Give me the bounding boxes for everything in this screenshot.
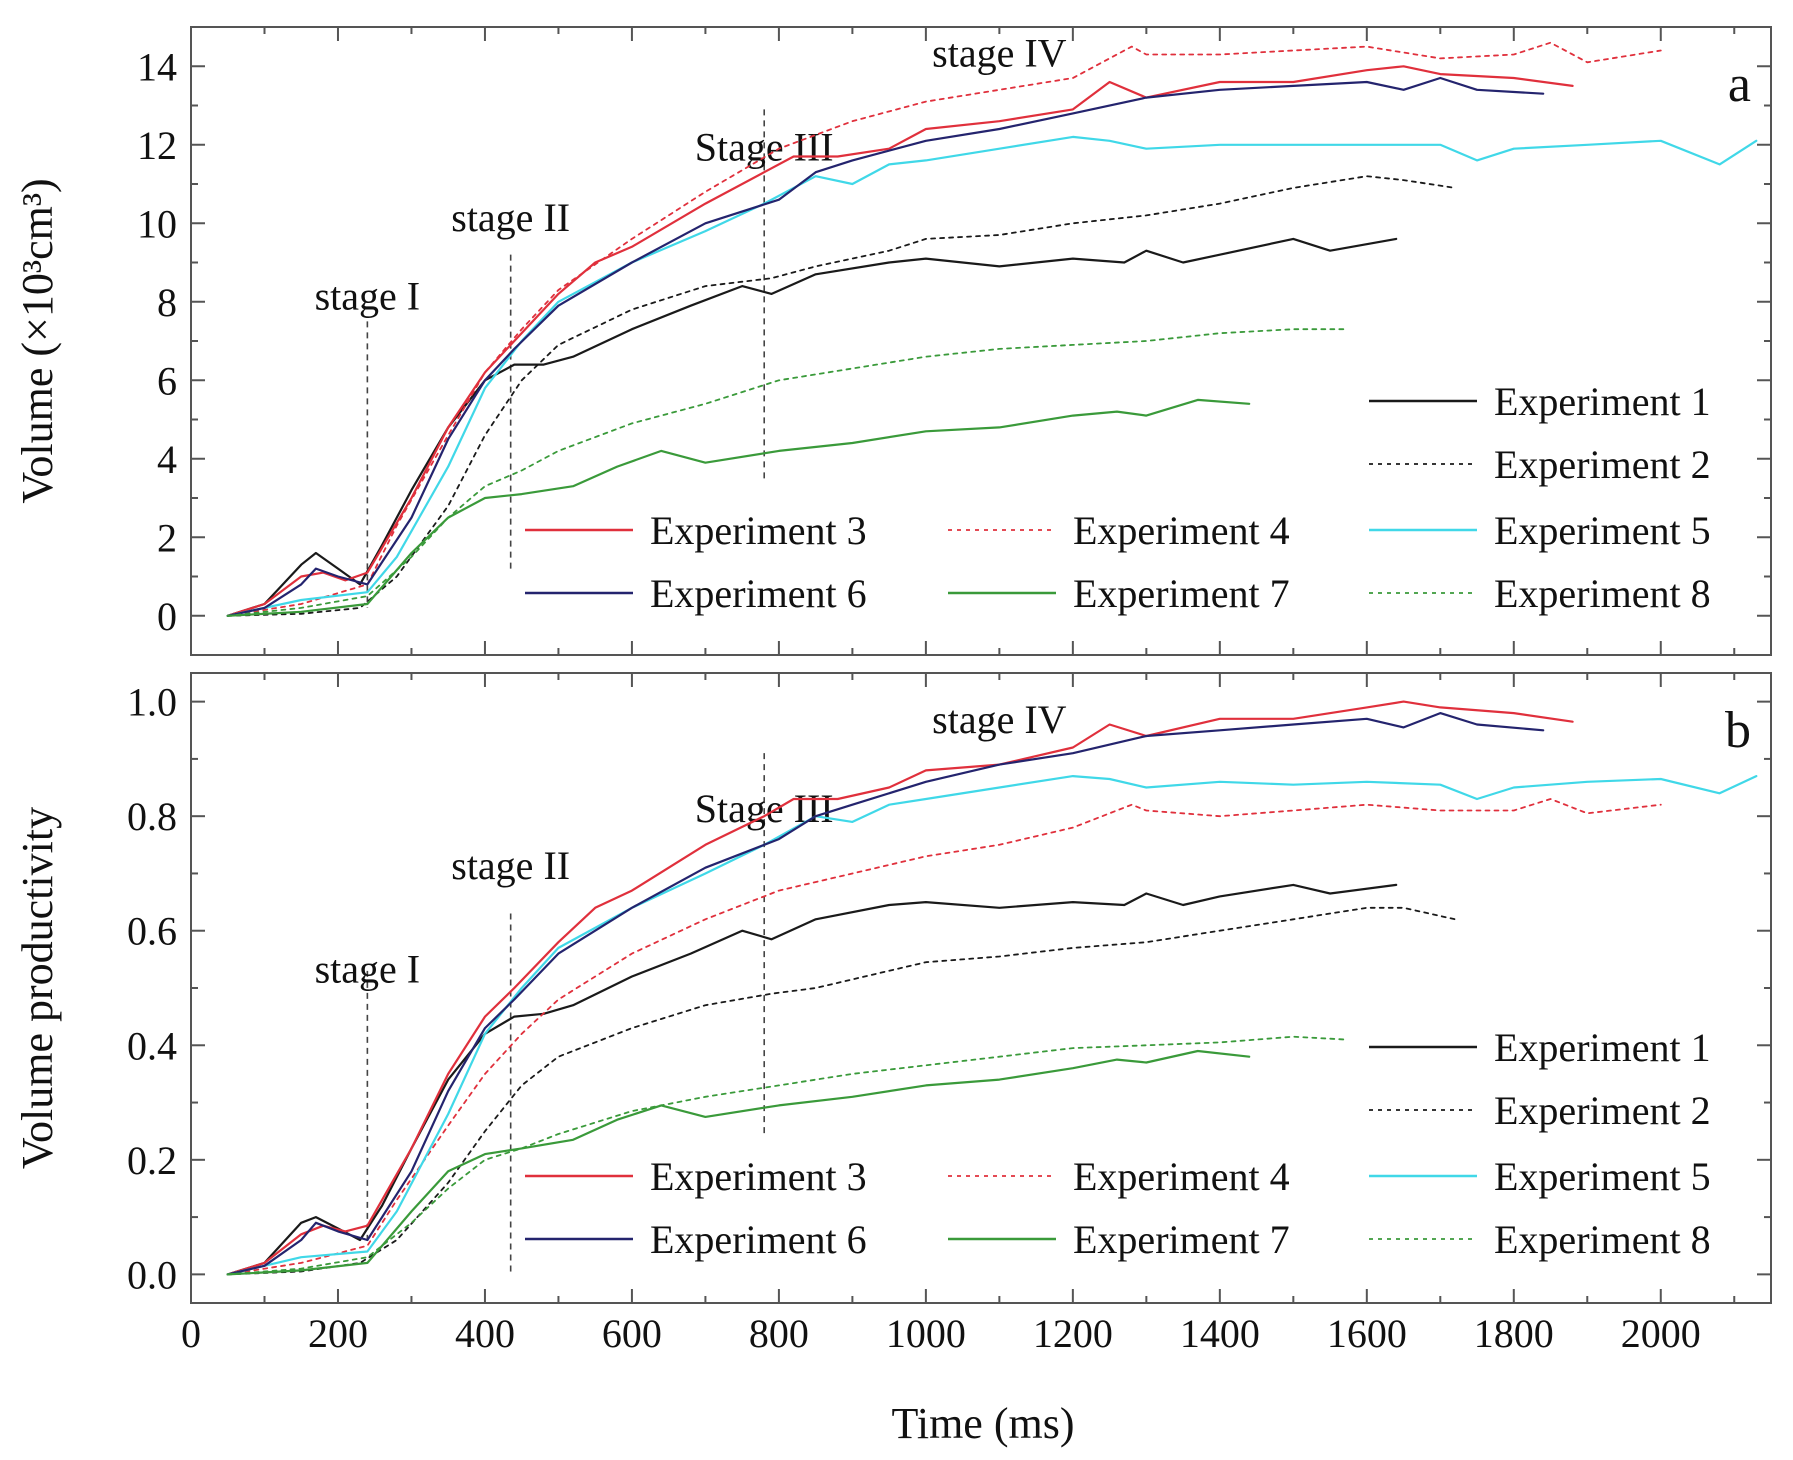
panel-a-series-line-8 xyxy=(226,328,1346,617)
panel-b-panel-letter: b xyxy=(1725,702,1751,759)
panel-a-y-tick-label: 4 xyxy=(157,437,177,482)
panel-b-legend-label: Experiment 7 xyxy=(1073,1217,1290,1262)
panel-b-legend-label: Experiment 2 xyxy=(1494,1088,1711,1133)
panel-b-legend-label: Experiment 8 xyxy=(1494,1217,1711,1262)
panel-a-series-line-3 xyxy=(226,65,1574,617)
x-tick-label: 1800 xyxy=(1474,1311,1554,1356)
panel-b-series-line-4 xyxy=(226,798,1662,1276)
panel-b-y-axis-title: Volume productivity xyxy=(13,807,62,1169)
panel-b-series-line-2 xyxy=(226,906,1456,1276)
panel-b-legend-label: Experiment 1 xyxy=(1494,1025,1711,1070)
x-tick-label: 800 xyxy=(749,1311,809,1356)
panel-a-series-line-7 xyxy=(226,398,1251,617)
panel-b-series-line-3 xyxy=(226,700,1574,1276)
panel-a-y-tick-label: 0 xyxy=(157,594,177,639)
panel-b-series-line-5 xyxy=(226,774,1758,1276)
panel-b-series-line-6 xyxy=(226,711,1545,1276)
panel-a-legend-label: Experiment 3 xyxy=(650,508,867,553)
panel-b-y-tick-label: 1.0 xyxy=(127,680,177,725)
panel-b-y-tick-label: 0.2 xyxy=(127,1138,177,1183)
x-tick-label: 2000 xyxy=(1621,1311,1701,1356)
panel-b-y-tick-label: 0.0 xyxy=(127,1252,177,1297)
panel-b-series-line-7 xyxy=(226,1049,1251,1276)
panel-b-y-tick-label: 0.6 xyxy=(127,909,177,954)
panel-a-stage-label: stage IV xyxy=(932,30,1067,75)
panel-a-y-tick-label: 2 xyxy=(157,515,177,560)
panel-b-stage-label: stage II xyxy=(451,843,570,888)
panel-a-series-line-1 xyxy=(226,237,1398,617)
x-tick-label: 1600 xyxy=(1327,1311,1407,1356)
panel-a-y-tick-label: 6 xyxy=(157,358,177,403)
x-tick-label: 1200 xyxy=(1033,1311,1113,1356)
panel-a-series-line-4 xyxy=(226,41,1662,617)
panel-b-y-tick-label: 0.8 xyxy=(127,794,177,839)
x-axis-title: Time (ms) xyxy=(892,1399,1075,1448)
panel-a-y-tick-label: 12 xyxy=(137,123,177,168)
x-tick-label: 200 xyxy=(308,1311,368,1356)
panel-b-series-line-8 xyxy=(226,1035,1346,1276)
panel-a-legend-label: Experiment 7 xyxy=(1073,571,1290,616)
panel-b-y-tick-label: 0.4 xyxy=(127,1023,177,1068)
panel-a-series-line-6 xyxy=(226,76,1545,617)
x-tick-label: 0 xyxy=(181,1311,201,1356)
panel-a-y-tick-label: 8 xyxy=(157,280,177,325)
panel-b-legend-label: Experiment 5 xyxy=(1494,1154,1711,1199)
x-tick-label: 1000 xyxy=(886,1311,966,1356)
panel-a-legend-label: Experiment 1 xyxy=(1494,379,1711,424)
panel-a-panel-letter: a xyxy=(1728,56,1751,113)
panel-b-legend-label: Experiment 4 xyxy=(1073,1154,1290,1199)
panel-b-legend-label: Experiment 3 xyxy=(650,1154,867,1199)
panel-a-stage-label: Stage III xyxy=(695,124,834,169)
panel-b-stage-label: stage IV xyxy=(932,697,1067,742)
panel-b-stage-label: Stage III xyxy=(695,786,834,831)
panel-a-y-tick-label: 10 xyxy=(137,201,177,246)
panel-a-legend-label: Experiment 5 xyxy=(1494,508,1711,553)
panel-b-stage-label: stage I xyxy=(315,946,421,991)
x-tick-label: 600 xyxy=(602,1311,662,1356)
panel-b-legend-label: Experiment 6 xyxy=(650,1217,867,1262)
panel-a-plot-frame xyxy=(190,26,1772,656)
panel-a-y-tick-label: 14 xyxy=(137,44,177,89)
x-tick-label: 1400 xyxy=(1180,1311,1260,1356)
panel-a-stage-label: stage II xyxy=(451,195,570,240)
panel-a-y-axis-title: Volume (×10³cm³) xyxy=(13,178,62,503)
panel-a-legend-label: Experiment 8 xyxy=(1494,571,1711,616)
panel-a-series-line-5 xyxy=(226,135,1758,617)
panel-a-legend-label: Experiment 6 xyxy=(650,571,867,616)
panel-a-legend-label: Experiment 4 xyxy=(1073,508,1290,553)
panel-a-stage-label: stage I xyxy=(315,274,421,319)
panel-a-legend-label: Experiment 2 xyxy=(1494,442,1711,487)
x-tick-label: 400 xyxy=(455,1311,515,1356)
